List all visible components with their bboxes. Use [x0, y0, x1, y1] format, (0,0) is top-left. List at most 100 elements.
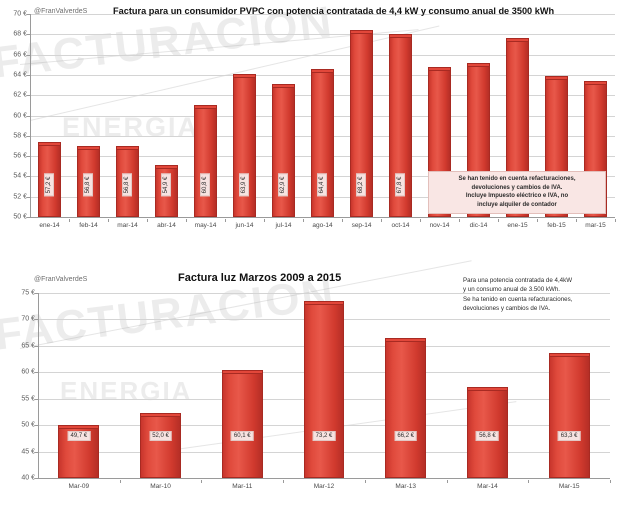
bar: 54,9 €: [155, 165, 178, 217]
bar-top-cap: [467, 62, 490, 67]
top-chart-note: Se han tenido en cuenta refacturaciones,…: [428, 171, 606, 214]
y-axis-tick-label: 45 €: [21, 448, 35, 456]
bar-top-cap: [584, 81, 607, 86]
bar: 67,8 €: [389, 34, 412, 217]
x-axis-tick: [225, 219, 226, 222]
y-axis-tick-label: 52 €: [13, 193, 27, 201]
y-axis-tick: [27, 156, 30, 158]
y-axis-tick: [35, 451, 38, 453]
bar: 66,2 €: [385, 337, 427, 478]
bar-top-cap: [389, 34, 412, 39]
bar-value-label: 60,1 €: [230, 431, 254, 441]
bottom-y-axis: 40 € 45 € 50 € 55 € 60 € 65 € 70 € 75 €: [0, 258, 617, 509]
x-axis-tick: [615, 219, 616, 222]
x-axis-tick: [446, 480, 448, 483]
top-bars-layer: 57,2 € 56,8 € 56,8 € 54,9 € 60,8 € 63,9 € 62,9…: [30, 14, 615, 217]
bar-value-label: 63,3 €: [557, 431, 581, 441]
bar: 56,8 €: [116, 145, 139, 217]
bar-value-label: 56,8 €: [122, 173, 133, 197]
bar-top-cap: [77, 145, 100, 150]
y-axis-tick-label: 62 €: [13, 91, 27, 99]
top-chart-title: Factura para un consumidor PVPC con pote…: [113, 6, 555, 16]
x-axis-tick-label: jun-14: [235, 222, 254, 229]
bar-top-cap: [194, 105, 217, 110]
x-axis-tick-label: mar-14: [117, 222, 138, 229]
top-x-axis-labels: ene-14 feb-14 mar-14 abr-14 may-14 jun-14 jul-…: [30, 219, 616, 239]
bar-value-label: 63,9 €: [239, 173, 250, 197]
bar-value-label: 73,2 €: [312, 431, 336, 441]
bottom-x-axis-labels: Mar-09 Mar-10 Mar-11 Mar-12 Mar-13 Mar-14 Mar-…: [38, 480, 611, 500]
x-axis-tick: [364, 480, 366, 483]
x-axis-tick-label: feb-14: [79, 222, 98, 229]
bar: 56,8 €: [467, 387, 508, 478]
bar-value-label: 60,8 €: [200, 173, 211, 197]
y-axis-tick-label: 60 €: [21, 368, 35, 376]
gridline: [30, 14, 615, 15]
gridline: [30, 34, 615, 36]
bar-top-cap: [506, 38, 529, 43]
y-axis-tick-label: 55 €: [21, 395, 35, 403]
y-axis-tick: [35, 398, 38, 400]
bar-value-label: 52,0 €: [149, 431, 172, 441]
y-axis-tick: [27, 135, 30, 137]
bar: 56,8 €: [77, 145, 100, 217]
x-axis-tick: [201, 480, 203, 483]
bar-value-label: 54,9 €: [161, 173, 172, 197]
x-axis-tick: [610, 480, 611, 483]
bar-value-label: 67,8 €: [395, 173, 406, 197]
bar-top-cap: [428, 66, 451, 71]
note-line: Para una potencia contratada de 4,4kW: [463, 277, 573, 284]
x-axis-tick: [528, 480, 530, 483]
bar-top-cap: [548, 352, 590, 357]
bar: 52,0 €: [140, 412, 181, 478]
y-axis-tick: [35, 319, 38, 321]
y-axis-tick-label: 40 €: [21, 474, 35, 482]
bar-value-label: 56,8 €: [476, 431, 499, 441]
y-axis-tick-label: 60 €: [13, 112, 27, 119]
y-axis-tick: [35, 345, 38, 347]
bottom-plot-area: 40 € 45 € 50 € 55 € 60 € 65 € 70 € 75 € 49,7 € 5…: [0, 258, 617, 509]
bar: 60,1 €: [221, 369, 263, 478]
x-axis-tick-label: sep-14: [351, 222, 372, 229]
y-axis-tick-label: 66 €: [13, 51, 27, 59]
y-axis-tick: [27, 54, 30, 56]
y-axis-tick-label: 65 €: [21, 342, 35, 350]
x-axis-tick: [69, 219, 70, 222]
x-axis-tick-label: jul-14: [275, 222, 292, 229]
y-axis-tick: [27, 74, 30, 76]
x-axis-tick-label: nov-14: [429, 222, 450, 229]
top-axis-x-line: [30, 217, 615, 218]
note-line: devoluciones y cambios de IVA.: [463, 304, 551, 312]
note-line: incluye alquiler de contador: [477, 202, 557, 209]
y-axis-tick-label: 54 €: [13, 172, 27, 180]
bar-top-cap: [350, 30, 373, 35]
bottom-chart-note: Para una potencia contratada de 4,4kW y u…: [463, 276, 615, 313]
note-line: devoluciones y cambios de IVA.: [471, 184, 563, 191]
x-axis-tick-label: Mar-14: [477, 483, 498, 490]
x-axis-tick-label: ene-14: [39, 222, 60, 229]
bar: 62,9 €: [272, 84, 295, 217]
y-axis-tick-label: 75 €: [21, 289, 35, 297]
note-line: Se han tenido en cuenta refacturaciones,: [458, 176, 576, 182]
bar: 63,3 €: [548, 352, 590, 478]
y-axis-tick-label: 70 €: [13, 10, 27, 18]
bottom-bars-layer: 49,7 € 52,0 € 60,1 € 73,2 € 66,2 € 56,8 € 63,3…: [38, 293, 610, 478]
y-axis-tick-label: 68 €: [13, 30, 27, 38]
y-axis-tick-label: 58 €: [13, 132, 27, 140]
bar: 57,2 €: [38, 141, 61, 217]
bar-value-label: 62,9 €: [278, 173, 289, 197]
x-axis-tick-label: Mar-15: [558, 483, 580, 490]
bar-top-cap: [303, 300, 345, 305]
y-axis-tick: [27, 95, 30, 97]
bar-top-cap: [385, 337, 427, 342]
y-axis-tick: [27, 115, 30, 117]
bar: 68,2 €: [350, 30, 373, 217]
top-chart-handle: @FranValverdeS: [34, 8, 88, 15]
note-line: y un consumo anual de 3.500 kWh.: [463, 286, 560, 294]
bar: 60,8 €: [194, 105, 217, 217]
x-axis-tick: [264, 219, 265, 222]
x-axis-tick: [147, 219, 148, 222]
y-axis-tick: [27, 34, 30, 36]
bar: 73,2 €: [303, 300, 345, 478]
bar: 63,9 €: [233, 73, 256, 217]
